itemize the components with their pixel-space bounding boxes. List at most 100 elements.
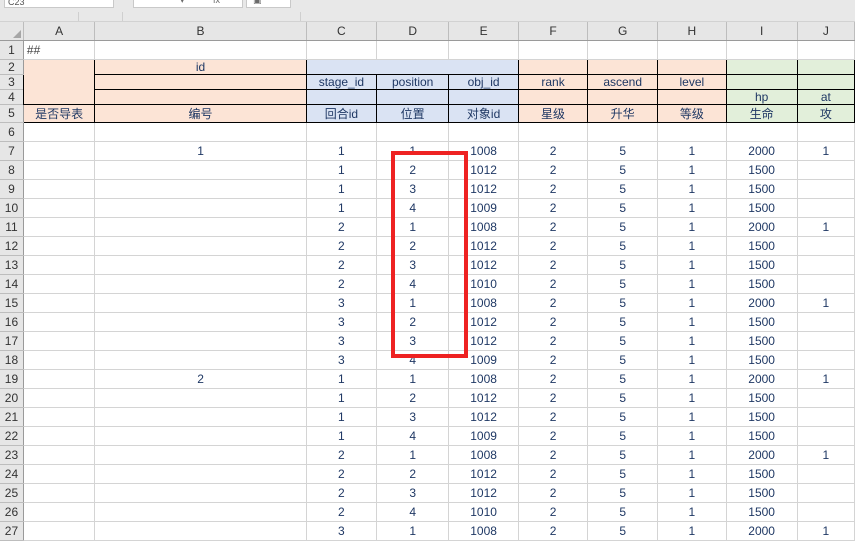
cell-b16[interactable] — [94, 312, 307, 332]
cell-f12[interactable]: 2 — [518, 236, 589, 256]
cell-f11[interactable]: 2 — [518, 217, 589, 237]
cell-g20[interactable]: 5 — [587, 388, 659, 408]
cell-c26[interactable]: 2 — [306, 502, 378, 522]
cell-h13[interactable]: 1 — [657, 255, 727, 275]
column-header-d[interactable]: D — [376, 22, 450, 41]
cell-h19[interactable]: 1 — [657, 369, 727, 389]
row-header-26[interactable]: 26 — [0, 502, 24, 522]
row-header-14[interactable]: 14 — [0, 274, 24, 294]
cell-e11[interactable]: 1008 — [448, 217, 519, 237]
cell-a8[interactable] — [23, 160, 96, 180]
cell-h10[interactable]: 1 — [657, 198, 727, 218]
cell-f7[interactable]: 2 — [518, 141, 589, 161]
cell-h15[interactable]: 1 — [657, 293, 727, 313]
cell-h20[interactable]: 1 — [657, 388, 727, 408]
row-header-4[interactable]: 4 — [0, 89, 24, 105]
cell-b20[interactable] — [94, 388, 307, 408]
cell-e17[interactable]: 1012 — [448, 331, 519, 351]
cell-g8[interactable]: 5 — [587, 160, 659, 180]
cell-c6[interactable] — [306, 122, 378, 142]
cell-i2[interactable] — [725, 58, 798, 75]
cell-j22[interactable] — [797, 426, 855, 446]
ribbon-group-styles[interactable] — [246, 0, 291, 8]
cell-c12[interactable]: 2 — [306, 236, 378, 256]
cell-a27[interactable] — [23, 521, 96, 541]
cell-c3-stage-id[interactable]: stage_id — [305, 73, 378, 90]
cell-i13[interactable]: 1500 — [726, 255, 798, 275]
cell-i6[interactable] — [726, 122, 798, 142]
cell-b3[interactable] — [94, 73, 307, 90]
cell-a18[interactable] — [23, 350, 96, 370]
cell-b27[interactable] — [94, 521, 307, 541]
cell-j9[interactable] — [797, 179, 855, 199]
row-header-13[interactable]: 13 — [0, 255, 24, 275]
cell-c19[interactable]: 1 — [306, 369, 378, 389]
cell-b9[interactable] — [94, 179, 307, 199]
cell-c27[interactable]: 3 — [306, 521, 378, 541]
cell-a17[interactable] — [23, 331, 96, 351]
column-header-e[interactable]: E — [448, 22, 519, 41]
cell-d5-position[interactable]: 位置 — [376, 103, 450, 123]
cell-e24[interactable]: 1012 — [448, 464, 519, 484]
row-header-6[interactable]: 6 — [0, 122, 24, 142]
cell-a2-merged[interactable] — [22, 58, 96, 105]
cell-i21[interactable]: 1500 — [726, 407, 798, 427]
cell-b15[interactable] — [94, 293, 307, 313]
cell-i20[interactable]: 1500 — [726, 388, 798, 408]
cell-e14[interactable]: 1010 — [448, 274, 519, 294]
cell-h22[interactable]: 1 — [657, 426, 727, 446]
cell-d16[interactable]: 2 — [376, 312, 450, 332]
row-header-15[interactable]: 15 — [0, 293, 24, 313]
cell-i24[interactable]: 1500 — [726, 464, 798, 484]
cell-b22[interactable] — [94, 426, 307, 446]
column-header-f[interactable]: F — [518, 22, 589, 41]
cell-d19[interactable]: 1 — [376, 369, 450, 389]
cell-e10[interactable]: 1009 — [448, 198, 519, 218]
cell-a15[interactable] — [23, 293, 96, 313]
cell-g11[interactable]: 5 — [587, 217, 659, 237]
cell-f15[interactable]: 2 — [518, 293, 589, 313]
cell-i16[interactable]: 1500 — [726, 312, 798, 332]
cell-f5-star[interactable]: 星级 — [517, 103, 589, 123]
cell-e3-obj-id[interactable]: obj_id — [448, 73, 519, 90]
cell-i7[interactable]: 2000 — [726, 141, 798, 161]
cell-a22[interactable] — [23, 426, 96, 446]
cell-i9[interactable]: 1500 — [726, 179, 798, 199]
cell-g18[interactable]: 5 — [587, 350, 659, 370]
cell-h25[interactable]: 1 — [657, 483, 727, 503]
row-header-1[interactable]: 1 — [0, 40, 24, 60]
row-header-10[interactable]: 10 — [0, 198, 24, 218]
cell-e7[interactable]: 1008 — [448, 141, 519, 161]
cell-d21[interactable]: 3 — [376, 407, 450, 427]
cell-b1[interactable] — [94, 40, 307, 60]
cell-j5-attack[interactable]: 攻 — [796, 103, 855, 123]
cell-j19[interactable]: 1 — [797, 369, 855, 389]
cell-j2[interactable] — [796, 58, 855, 75]
cell-b17[interactable] — [94, 331, 307, 351]
cell-c1[interactable] — [306, 40, 378, 60]
cell-j14[interactable] — [797, 274, 855, 294]
sheet-table[interactable]: A B C D E F G H I J 1 ## 2 — [0, 22, 855, 541]
cell-c13[interactable]: 2 — [306, 255, 378, 275]
cell-b6[interactable] — [94, 122, 307, 142]
cell-g2[interactable] — [587, 58, 659, 75]
cell-d6[interactable] — [376, 122, 450, 142]
cell-g22[interactable]: 5 — [587, 426, 659, 446]
cell-i27[interactable]: 2000 — [726, 521, 798, 541]
cell-j26[interactable] — [797, 502, 855, 522]
cell-j13[interactable] — [797, 255, 855, 275]
cell-g3-ascend[interactable]: ascend — [587, 73, 659, 90]
row-header-3[interactable]: 3 — [0, 74, 24, 90]
cell-j23[interactable]: 1 — [797, 445, 855, 465]
cell-i25[interactable]: 1500 — [726, 483, 798, 503]
cell-g27[interactable]: 5 — [587, 521, 659, 541]
cell-d23[interactable]: 1 — [376, 445, 450, 465]
cell-e13[interactable]: 1012 — [448, 255, 519, 275]
function-icon[interactable]: fx — [213, 0, 221, 5]
cell-e5-object-id[interactable]: 对象id — [448, 103, 519, 123]
cell-a1[interactable]: ## — [23, 40, 96, 60]
row-header-25[interactable]: 25 — [0, 483, 24, 503]
cell-d11[interactable]: 1 — [376, 217, 450, 237]
cell-d20[interactable]: 2 — [376, 388, 450, 408]
cell-i22[interactable]: 1500 — [726, 426, 798, 446]
